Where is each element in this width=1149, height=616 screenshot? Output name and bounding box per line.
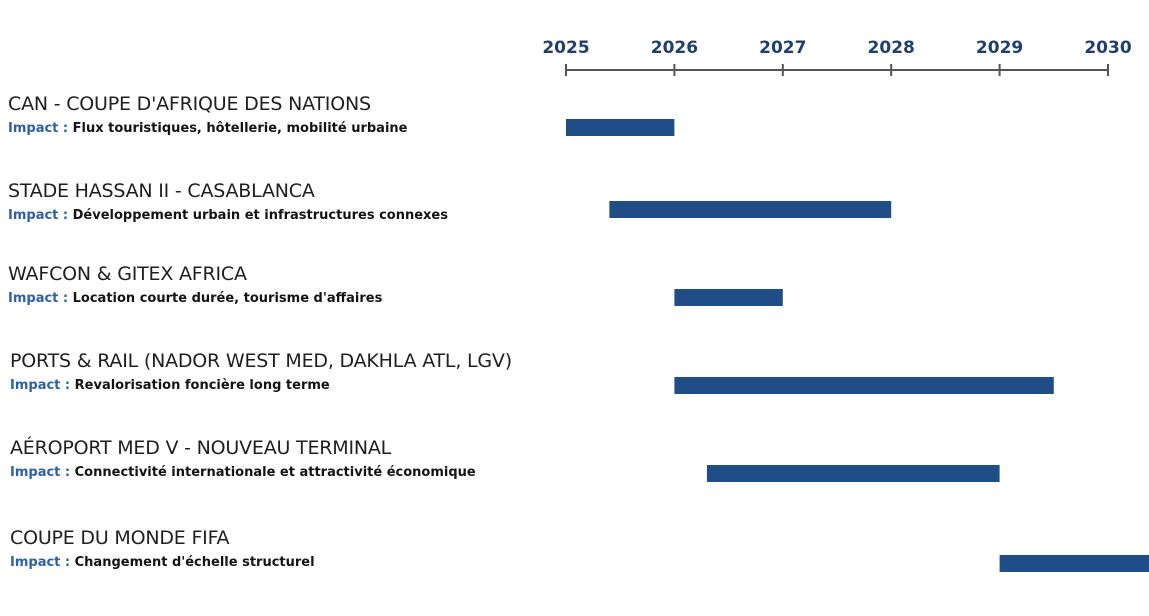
project-impact: Impact : Location courte durée, tourisme…	[8, 291, 648, 306]
timeline-bar-5	[706, 465, 1000, 482]
project-title: CAN - COUPE D'AFRIQUE DES NATIONS	[8, 93, 371, 115]
project-title: AÉROPORT MED V - NOUVEAU TERMINAL	[10, 437, 392, 459]
impact-description: Revalorisation foncière long terme	[74, 378, 330, 393]
project-title: WAFCON & GITEX AFRICA	[8, 263, 247, 285]
timeline-bar-1	[566, 119, 675, 136]
project-impact: Impact : Revalorisation foncière long te…	[10, 378, 650, 393]
impact-description: Changement d'échelle structurel	[74, 555, 315, 570]
project-row: AÉROPORT MED V - NOUVEAU TERMINAL Impact …	[10, 437, 650, 480]
impact-description: Développement urbain et infrastructures …	[72, 208, 448, 223]
axis-year-label-2030: 2030	[1084, 38, 1131, 58]
axis-year-label-2026: 2026	[651, 38, 698, 58]
project-title: PORTS & RAIL (NADOR WEST MED, DAKHLA ATL…	[10, 350, 512, 372]
timeline-bar-3	[674, 289, 783, 306]
impact-prefix-label: Impact :	[8, 291, 69, 306]
axis-year-label-2028: 2028	[868, 38, 915, 58]
timeline-bar-6	[999, 555, 1149, 572]
impact-prefix-label: Impact :	[10, 555, 71, 570]
project-row: PORTS & RAIL (NADOR WEST MED, DAKHLA ATL…	[10, 350, 650, 393]
axis-year-label-2029: 2029	[976, 38, 1023, 58]
project-impact: Impact : Développement urbain et infrast…	[8, 208, 648, 223]
project-impact: Impact : Changement d'échelle structurel	[10, 555, 650, 570]
project-row: STADE HASSAN II - CASABLANCA Impact : Dév…	[8, 180, 648, 223]
project-title: COUPE DU MONDE FIFA	[10, 527, 230, 549]
project-title: STADE HASSAN II - CASABLANCA	[8, 180, 315, 202]
impact-prefix-label: Impact :	[10, 378, 71, 393]
project-row: WAFCON & GITEX AFRICA Impact : Location c…	[8, 263, 648, 306]
impact-description: Flux touristiques, hôtellerie, mobilité …	[72, 121, 408, 136]
project-row: COUPE DU MONDE FIFA Impact : Changement d…	[10, 527, 650, 570]
impact-prefix-label: Impact :	[8, 208, 69, 223]
impact-prefix-label: Impact :	[10, 465, 71, 480]
timeline-bar-2	[609, 201, 892, 218]
axis-year-label-2027: 2027	[759, 38, 806, 58]
project-impact: Impact : Connectivité internationale et …	[10, 465, 650, 480]
impact-description: Connectivité internationale et attractiv…	[74, 465, 476, 480]
impact-prefix-label: Impact :	[8, 121, 69, 136]
project-impact: Impact : Flux touristiques, hôtellerie, …	[8, 121, 648, 136]
axis-year-label-2025: 2025	[542, 38, 589, 58]
timeline-bar-4	[674, 377, 1054, 394]
project-row: CAN - COUPE D'AFRIQUE DES NATIONS Impact …	[8, 93, 648, 136]
impact-description: Location courte durée, tourisme d'affair…	[72, 291, 383, 306]
